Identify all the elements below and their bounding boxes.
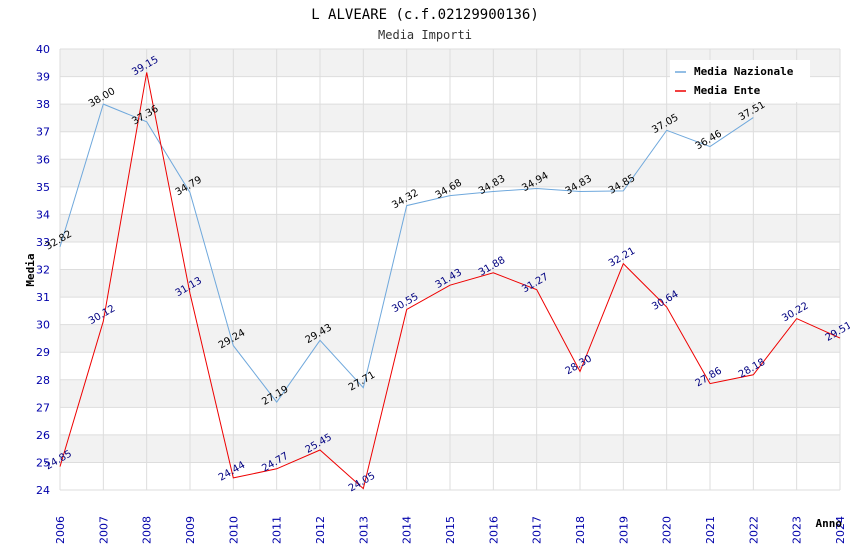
x-tick-label: 2024 (834, 516, 847, 544)
x-tick-label: 2022 (747, 516, 760, 544)
legend: Media Nazionale Media Ente (670, 60, 810, 102)
y-tick-label: 32 (36, 264, 50, 277)
y-tick-label: 38 (36, 98, 50, 111)
x-tick-label: 2023 (791, 516, 804, 544)
x-tick-label: 2010 (227, 516, 240, 544)
x-tick-label: 2011 (271, 516, 284, 544)
y-tick-label: 34 (36, 208, 50, 221)
y-tick-label: 39 (36, 71, 50, 84)
x-tick-label: 2018 (574, 516, 587, 544)
x-axis-label: Anno (816, 517, 843, 530)
x-tick-label: 2008 (141, 516, 154, 544)
y-tick-label: 28 (36, 374, 50, 387)
series-line-media-nazionale (59, 103, 754, 403)
x-tick-label: 2007 (97, 516, 110, 544)
y-tick-label: 24 (36, 484, 50, 497)
series-line-media-ente (59, 72, 841, 490)
x-tick-label: 2009 (184, 516, 197, 544)
x-tick-label: 2019 (617, 516, 630, 544)
y-tick-label: 25 (36, 456, 50, 469)
x-tick-label: 2015 (444, 516, 457, 544)
y-tick-label: 29 (36, 346, 50, 359)
legend-box (670, 60, 810, 102)
y-tick-label: 36 (36, 153, 50, 166)
legend-label-media-nazionale: Media Nazionale (694, 65, 794, 78)
x-tick-label: 2020 (661, 516, 674, 544)
y-tick-label: 35 (36, 181, 50, 194)
y-tick-label: 26 (36, 429, 50, 442)
y-tick-labels: 24 25 26 27 28 29 30 31 32 33 34 35 36 37 38 39 40 (36, 43, 50, 497)
y-axis-label: Media (24, 253, 37, 286)
x-tick-labels: 2006 2007 2008 2009 2010 2011 2012 2013 2014 2015… (54, 516, 847, 544)
chart-subtitle: Media Importi (378, 28, 472, 42)
x-tick-label: 2017 (531, 516, 544, 544)
x-tick-label: 2006 (54, 516, 67, 544)
y-tick-label: 30 (36, 319, 50, 332)
x-tick-label: 2021 (704, 516, 717, 544)
y-tick-label: 33 (36, 236, 50, 249)
x-tick-label: 2013 (357, 516, 370, 544)
x-tick-label: 2014 (401, 516, 414, 544)
x-tick-label: 2016 (487, 516, 500, 544)
y-tick-label: 31 (36, 291, 50, 304)
y-tick-label: 40 (36, 43, 50, 56)
y-tick-label: 27 (36, 401, 50, 414)
y-tick-label: 37 (36, 126, 50, 139)
x-tick-label: 2012 (314, 516, 327, 544)
legend-label-media-ente: Media Ente (694, 84, 761, 97)
series-lines (59, 72, 841, 490)
chart-title: L ALVEARE (c.f.02129900136) (311, 7, 539, 23)
gridlines (59, 48, 841, 491)
